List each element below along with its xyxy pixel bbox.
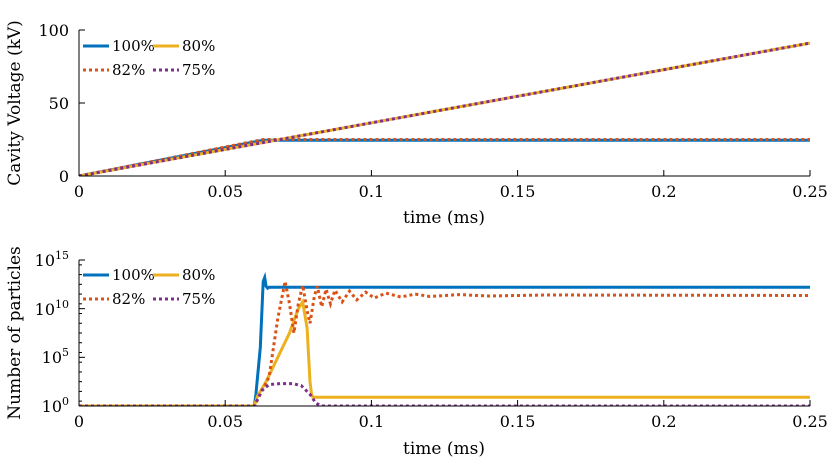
voltage-xtick-0.2: 0.2 (651, 182, 676, 201)
particles-chart: 100 105 1010 1015 0 0.05 0.1 0.15 0.2 0.… (5, 246, 828, 459)
particles-xtick-0.1: 0.1 (359, 412, 384, 431)
particles-xtick-0.25: 0.25 (792, 412, 828, 431)
voltage-series-82 (79, 138, 810, 176)
particles-xtick-0.2: 0.2 (651, 412, 676, 431)
voltage-xtick-0.1: 0.1 (359, 182, 384, 201)
voltage-series-100 (79, 138, 810, 176)
voltage-ylabel: Cavity Voltage (kV) (5, 20, 25, 186)
particles-legend: 100% 80% 82% 75% (83, 266, 215, 308)
particles-ylabel: Number of particles (5, 246, 25, 420)
particles-series-75 (79, 382, 810, 406)
particles-legend-label-100: 100% (112, 266, 155, 284)
particles-xtick-0: 0 (74, 412, 84, 431)
voltage-legend-label-100: 100% (112, 37, 155, 55)
particles-ytick-1e10: 1010 (35, 298, 69, 319)
voltage-xtick-0: 0 (74, 182, 84, 201)
particles-ytick-1e0: 100 (42, 395, 69, 416)
voltage-ytick-0: 0 (59, 167, 69, 186)
voltage-xtick-0.15: 0.15 (500, 182, 536, 201)
voltage-xtick-0.05: 0.05 (207, 182, 243, 201)
voltage-series-75 (79, 41, 810, 176)
particles-legend-label-82: 82% (112, 290, 145, 308)
particles-series-82 (79, 281, 810, 406)
particles-series (79, 271, 810, 406)
voltage-series (79, 41, 810, 176)
voltage-xlabel: time (ms) (403, 208, 485, 228)
voltage-ytick-100: 100 (38, 21, 69, 40)
particles-axes (78, 259, 811, 407)
particles-xtick-0.05: 0.05 (207, 412, 243, 431)
particles-legend-label-80: 80% (182, 266, 215, 284)
particles-ytick-1e5: 105 (42, 346, 69, 367)
particles-xtick-0.15: 0.15 (500, 412, 536, 431)
voltage-legend-label-75: 75% (182, 61, 215, 79)
voltage-axes (78, 29, 811, 177)
voltage-chart: 0 50 100 0 0.05 0.1 0.15 0.2 0.25 time (… (5, 20, 828, 228)
particles-legend-label-75: 75% (182, 290, 215, 308)
voltage-ytick-50: 50 (49, 94, 69, 113)
particles-series-80 (79, 297, 810, 406)
voltage-legend-label-82: 82% (112, 61, 145, 79)
voltage-legend: 100% 80% 82% 75% (83, 37, 215, 79)
voltage-xtick-0.25: 0.25 (792, 182, 828, 201)
particles-xlabel: time (ms) (403, 439, 485, 459)
voltage-legend-label-80: 80% (182, 37, 215, 55)
particles-ytick-1e15: 1015 (35, 249, 69, 270)
